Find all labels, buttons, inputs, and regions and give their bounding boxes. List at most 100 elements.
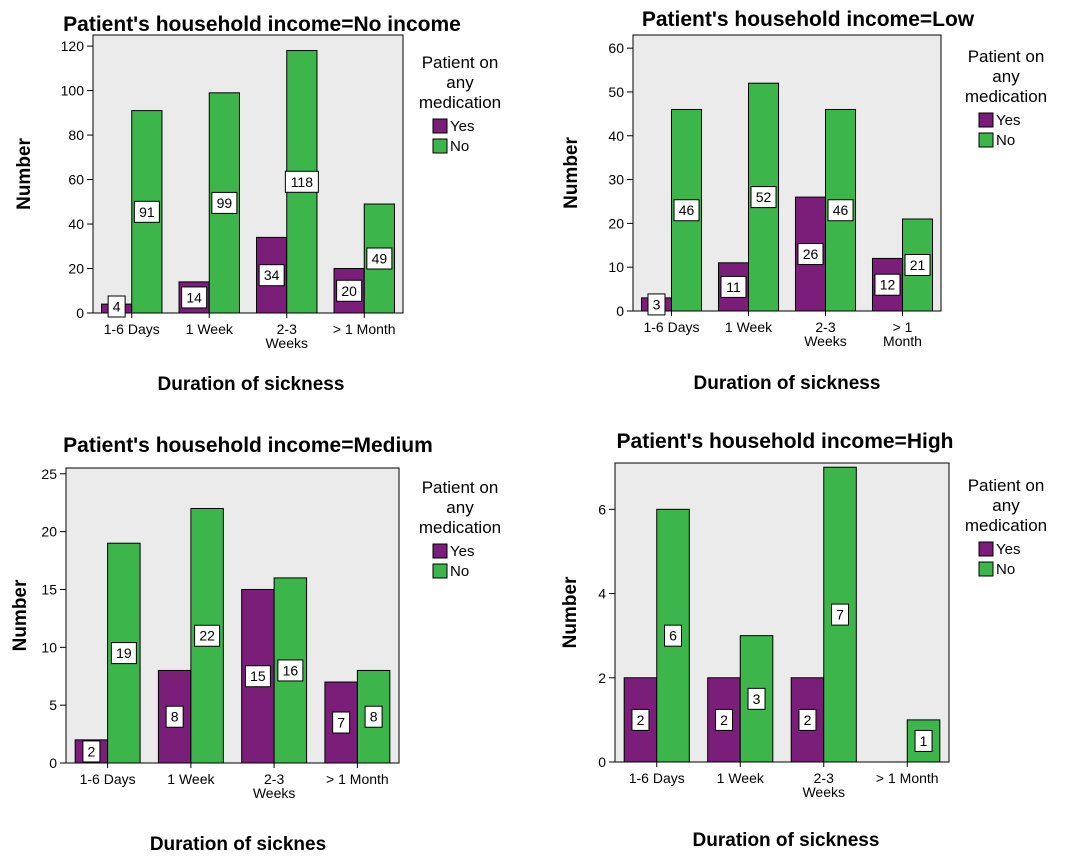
data-label-box <box>904 254 931 276</box>
category-label: > 1 Month <box>876 770 939 786</box>
data-label-box <box>364 705 383 728</box>
data-label: 8 <box>370 709 378 725</box>
legend-title: Patient on <box>968 47 1045 66</box>
x-axis-label: Duration of sickness <box>158 374 345 395</box>
legend-title: medication <box>965 87 1047 106</box>
data-label-box <box>914 729 933 752</box>
data-label-box <box>831 603 850 626</box>
data-label: 7 <box>337 715 345 731</box>
y-tick-label: 20 <box>608 215 624 231</box>
category-label: 2-3 <box>264 771 284 787</box>
data-label: 14 <box>186 289 202 305</box>
data-label-box <box>194 624 221 647</box>
category-label: 1 Week <box>725 319 773 335</box>
data-label: 2 <box>637 712 645 728</box>
legend-title: any <box>446 73 474 92</box>
y-tick-label: 2 <box>598 670 606 686</box>
x-axis-label: Duration of sickness <box>693 830 880 851</box>
data-label-box <box>366 247 393 270</box>
data-label-box <box>798 708 817 731</box>
y-tick-label: 6 <box>598 501 606 517</box>
data-label-box <box>284 170 319 193</box>
data-label: 3 <box>753 691 761 707</box>
data-label: 11 <box>726 279 741 295</box>
legend-title: Patient on <box>422 478 499 497</box>
data-label: 4 <box>113 299 121 315</box>
y-tick-label: 20 <box>41 524 57 540</box>
data-label-box <box>332 711 351 734</box>
data-label: 21 <box>910 257 926 273</box>
data-label-box <box>714 708 733 731</box>
data-label: 22 <box>199 628 215 644</box>
category-label: 1 Week <box>167 771 215 787</box>
y-tick-label: 15 <box>41 581 57 597</box>
data-label: 16 <box>283 662 299 678</box>
legend-swatch-no <box>432 138 448 154</box>
legend-swatch-yes <box>978 541 994 557</box>
y-tick-label: 60 <box>68 172 84 188</box>
data-label-box <box>747 687 766 710</box>
category-label: 1 Week <box>186 321 234 337</box>
category-label: Weeks <box>265 335 308 351</box>
chart-title: Patient's household income=Medium <box>63 434 433 457</box>
y-axis-label: Number <box>560 576 581 648</box>
data-label: 3 <box>653 296 661 312</box>
x-axis-label: Duration of sicknes <box>150 834 326 854</box>
category-label: Weeks <box>804 333 847 349</box>
data-label-box <box>647 293 666 316</box>
legend-title: medication <box>419 518 501 537</box>
x-axis-label: Duration of sickness <box>694 373 881 394</box>
data-label-box <box>827 199 854 222</box>
chart-panel-3: Patient's household income=Medium 0 5 10 15 2… <box>10 434 501 855</box>
chart-panel-1: Patient's household income=No income 0 20 4… <box>14 13 501 395</box>
data-label: 26 <box>803 246 819 262</box>
data-label-box <box>673 199 700 222</box>
y-tick-label: 40 <box>68 216 84 232</box>
data-label: 52 <box>756 189 772 205</box>
legend-entry: No <box>996 132 1015 149</box>
data-label-box <box>720 275 747 298</box>
y-tick-label: 10 <box>608 259 624 275</box>
y-tick-label: 0 <box>76 305 84 321</box>
y-tick-label: 50 <box>608 84 624 100</box>
category-label: 2-3 <box>277 321 297 337</box>
legend-entry: Yes <box>450 118 474 135</box>
y-tick-label: 5 <box>49 697 57 713</box>
legend-swatch-yes <box>432 118 448 134</box>
legend-entry: Yes <box>450 543 474 560</box>
category-label: > 1 <box>893 319 913 335</box>
chart-title: Patient's household income=Low <box>642 8 975 31</box>
data-label-box <box>82 740 101 763</box>
legend-title: any <box>992 67 1020 86</box>
y-tick-label: 4 <box>598 586 606 602</box>
chart-panel-4: Patient's household income=High 0 2 4 6 Numbe… <box>560 430 1047 851</box>
legend-swatch-no <box>978 132 994 148</box>
data-label: 34 <box>264 267 280 283</box>
chart-title: Patient's household income=No income <box>63 13 461 36</box>
legend-entry: Yes <box>996 112 1020 129</box>
category-label: Month <box>883 333 922 349</box>
data-label-box <box>797 243 824 266</box>
category-label: Weeks <box>802 784 845 800</box>
legend-entry: No <box>450 138 469 155</box>
y-tick-label: 100 <box>61 83 85 99</box>
category-label: 1 Week <box>717 770 765 786</box>
data-label-box <box>165 705 184 728</box>
legend-title: medication <box>419 93 501 112</box>
data-label: 19 <box>116 645 132 661</box>
data-label: 46 <box>679 202 695 218</box>
y-axis-label: Number <box>14 138 35 210</box>
y-axis-label: Number <box>561 137 582 209</box>
chart-title: Patient's household income=High <box>617 430 954 453</box>
data-label-box <box>750 186 777 209</box>
y-tick-label: 40 <box>608 128 624 144</box>
y-tick-label: 80 <box>68 127 84 143</box>
data-label: 8 <box>171 709 179 725</box>
data-label-box <box>336 279 363 302</box>
legend-entry: No <box>450 563 469 580</box>
data-label: 15 <box>250 668 266 684</box>
